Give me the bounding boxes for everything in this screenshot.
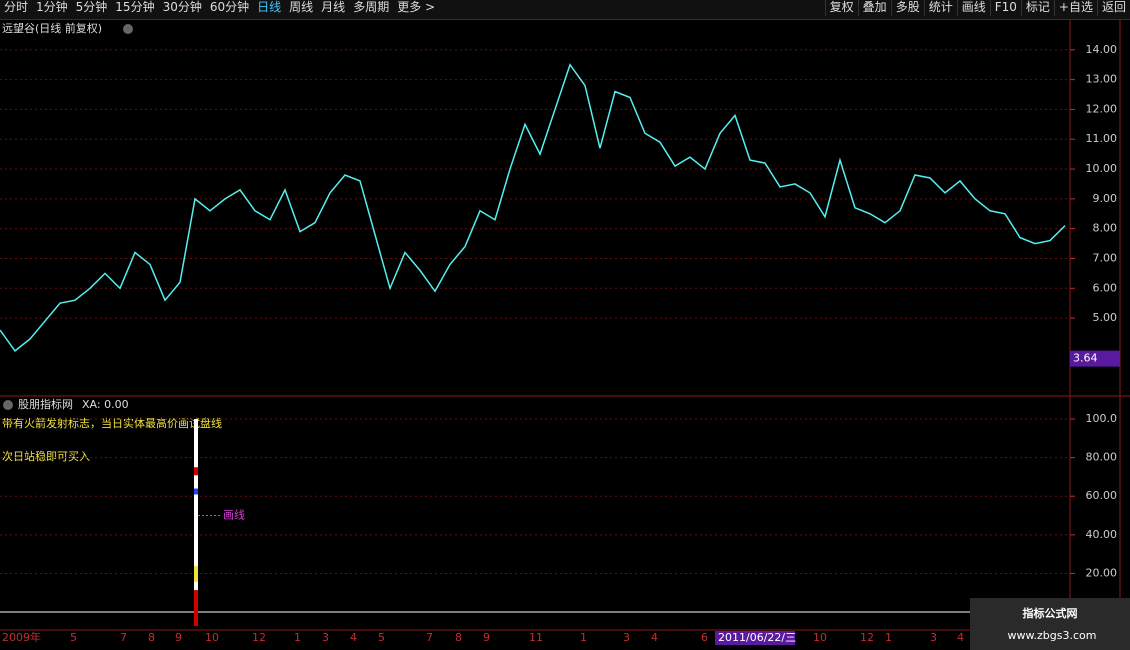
y-tick-label: 100.0 <box>1086 412 1118 425</box>
y-tick-label: 60.00 <box>1086 489 1118 502</box>
action-button[interactable]: +自选 <box>1053 0 1097 16</box>
x-tick-label: 11 <box>529 631 543 644</box>
x-tick-label: 10 <box>205 631 219 644</box>
x-tick-label: 1 <box>294 631 301 644</box>
bar-segment <box>194 566 198 583</box>
x-tick-label: 3 <box>930 631 937 644</box>
cursor-box <box>1070 350 1120 367</box>
x-tick-label: 12 <box>860 631 874 644</box>
y-tick-label: 13.00 <box>1086 73 1118 86</box>
stock-title: 远望谷(日线 前复权) <box>2 21 102 35</box>
marker-label: 画线 <box>223 508 245 522</box>
period-tab[interactable]: 1分钟 <box>36 0 68 14</box>
x-tick-label: 3 <box>623 631 630 644</box>
highlight-date: 2011/06/22/三 <box>718 631 796 644</box>
y-tick-label: 6.00 <box>1093 281 1118 294</box>
cursor-label: 3.64 <box>1073 352 1098 365</box>
more-button[interactable]: 更多 > <box>397 0 436 14</box>
dropdown-icon[interactable] <box>3 400 13 410</box>
action-buttons: 复权 叠加 多股 统计 画线 F10 标记 +自选 返回 <box>824 0 1130 19</box>
y-tick-label: 20.00 <box>1086 566 1118 579</box>
annotation: 次日站稳即可买入 <box>2 449 90 463</box>
x-tick-label: 1 <box>580 631 587 644</box>
x-tick-label: 4 <box>957 631 964 644</box>
action-button[interactable]: 返回 <box>1096 0 1130 16</box>
period-tab[interactable]: 15分钟 <box>115 0 155 14</box>
dropdown-icon[interactable] <box>123 24 133 34</box>
period-tab[interactable]: 分时 <box>4 0 29 14</box>
price-line <box>0 63 1066 352</box>
period-tab[interactable]: 月线 <box>321 0 346 14</box>
y-tick-label: 7.00 <box>1093 251 1118 264</box>
x-tick-label: 4 <box>651 631 658 644</box>
bar-segment <box>194 467 198 476</box>
period-tab[interactable]: 5分钟 <box>75 0 108 14</box>
watermark-box <box>970 598 1130 650</box>
x-tick-label: 10 <box>813 631 827 644</box>
y-tick-label: 14.00 <box>1086 43 1118 56</box>
watermark-title: 指标公式网 <box>1023 606 1078 620</box>
action-button[interactable]: 叠加 <box>857 0 891 16</box>
highlight-box <box>715 631 795 645</box>
period-tab[interactable]: 多周期 <box>353 0 390 14</box>
y-tick-label: 80.00 <box>1086 451 1118 464</box>
action-button[interactable]: 画线 <box>956 0 990 16</box>
indicator-value: XA: 0.00 <box>82 398 129 411</box>
action-button[interactable]: 多股 <box>890 0 924 16</box>
annotation: 带有火箭发射标志，当日实体最高价画试盘线 <box>2 416 222 430</box>
bar-segment <box>194 488 198 495</box>
watermark-url: www.zbgs3.com <box>1008 629 1097 642</box>
action-button[interactable]: 统计 <box>923 0 957 16</box>
y-tick-label: 5.00 <box>1093 311 1118 324</box>
y-tick-label: 11.00 <box>1086 132 1118 145</box>
indicator-title: 股朋指标网 <box>18 397 73 411</box>
y-tick-label: 40.00 <box>1086 528 1118 541</box>
y-tick-label: 9.00 <box>1093 192 1118 205</box>
x-tick-label: 6 <box>701 631 708 644</box>
signal-bar <box>194 419 198 613</box>
x-tick-label: 8 <box>148 631 155 644</box>
x-tick-label: 12 <box>252 631 266 644</box>
action-button[interactable]: 标记 <box>1020 0 1054 16</box>
x-tick-label: 3 <box>322 631 329 644</box>
x-tick-label: 7 <box>120 631 127 644</box>
toolbar: 分时 1分钟 5分钟 15分钟 30分钟 60分钟 日线 周线 月线 多周期 更多 > 复权 叠加 多股… <box>0 0 1130 20</box>
x-tick-label: 8 <box>455 631 462 644</box>
action-button[interactable]: F10 <box>989 0 1021 16</box>
action-button[interactable]: 复权 <box>824 0 858 16</box>
y-tick-label: 10.00 <box>1086 162 1118 175</box>
bar-segment <box>194 590 198 627</box>
x-tick-label: 9 <box>175 631 182 644</box>
period-tab[interactable]: 周线 <box>289 0 314 14</box>
period-tab[interactable]: 30分钟 <box>162 0 202 14</box>
x-tick-label: 1 <box>885 631 892 644</box>
x-tick-label: 5 <box>70 631 77 644</box>
x-tick-label: 7 <box>426 631 433 644</box>
period-tab[interactable]: 日线 <box>257 0 282 14</box>
y-tick-label: 8.00 <box>1093 222 1118 235</box>
x-tick-label: 5 <box>378 631 385 644</box>
period-tabs: 分时 1分钟 5分钟 15分钟 30分钟 60分钟 日线 周线 月线 多周期 更多 > <box>0 0 439 19</box>
x-tick-label: 2009年 <box>2 630 41 644</box>
period-tab[interactable]: 60分钟 <box>209 0 250 14</box>
x-tick-label: 4 <box>350 631 357 644</box>
y-tick-label: 12.00 <box>1086 102 1118 115</box>
x-tick-label: 9 <box>483 631 490 644</box>
